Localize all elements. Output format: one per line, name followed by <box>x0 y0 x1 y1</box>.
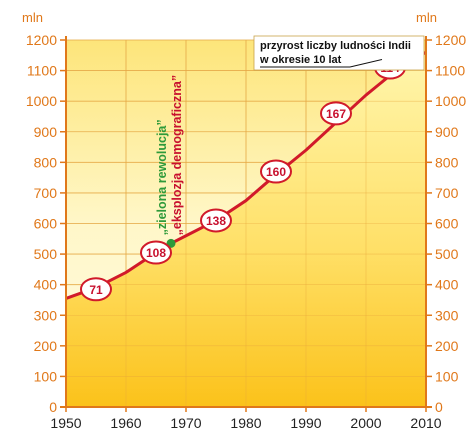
legend: przyrost liczby ludności Indii w okresie … <box>253 35 425 71</box>
y-unit-right: mln <box>416 10 437 25</box>
increment-label: 71 <box>89 283 103 297</box>
y-tick-label-right: 500 <box>435 246 459 262</box>
y-tick-label-left: 200 <box>34 338 58 354</box>
x-tick-label: 1980 <box>230 415 261 431</box>
y-tick-label-left: 400 <box>34 277 58 293</box>
x-tick-label: 1950 <box>50 415 81 431</box>
y-tick-label-left: 100 <box>34 368 58 384</box>
increment-bubble <box>80 277 112 302</box>
y-tick-label-left: 0 <box>49 399 57 415</box>
increment-bubble <box>140 240 172 265</box>
legend-pointer-line <box>349 59 383 68</box>
y-tick-label-left: 1000 <box>26 93 57 109</box>
y-tick-label-left: 1100 <box>27 63 57 79</box>
y-tick-label-right: 1000 <box>435 93 466 109</box>
increment-label: 167 <box>326 107 346 121</box>
increment-bubble <box>260 159 292 184</box>
y-tick-label-left: 800 <box>34 154 58 170</box>
y-unit-left: mln <box>22 10 43 25</box>
population-line <box>65 50 427 300</box>
y-tick-label-left: 300 <box>34 307 58 323</box>
y-tick-label-left: 700 <box>34 185 58 201</box>
y-tick-label-right: 400 <box>435 277 459 293</box>
y-tick-label-right: 800 <box>435 154 459 170</box>
increment-label: 160 <box>266 165 286 179</box>
increment-label: 138 <box>206 214 226 228</box>
legend-line-2: w okresie 10 lat <box>259 54 342 66</box>
x-tick-label: 2000 <box>350 415 381 431</box>
y-tick-label-right: 700 <box>435 185 459 201</box>
annotation-demographic-explosion: „eksplozja demograficzna” <box>170 75 184 235</box>
y-tick-label-right: 100 <box>435 368 459 384</box>
legend-box <box>253 35 425 71</box>
y-tick-label-right: 300 <box>435 307 459 323</box>
y-tick-label-left: 1200 <box>26 32 57 48</box>
x-tick-label: 2010 <box>410 415 441 431</box>
x-tick-label: 1970 <box>170 415 201 431</box>
x-tick-label: 1990 <box>290 415 321 431</box>
y-tick-label-right: 1100 <box>435 63 465 79</box>
axes: mln mln 0 0 100 100 200 200 300 300 400 400 500 500 60… <box>22 10 466 431</box>
x-tick-label: 1960 <box>110 415 141 431</box>
y-tick-label-right: 0 <box>435 399 443 415</box>
increment-bubble <box>320 101 352 126</box>
increment-bubble <box>200 208 232 233</box>
y-tick-label-right: 600 <box>435 216 459 232</box>
y-tick-label-left: 600 <box>34 216 58 232</box>
y-tick-label-right: 1200 <box>435 32 466 48</box>
y-tick-label-right: 900 <box>435 124 459 140</box>
y-tick-label-left: 500 <box>34 246 58 262</box>
annotations: „zielona rewolucja” „eksplozja demografic… <box>155 75 184 248</box>
y-tick-label-right: 200 <box>435 338 459 354</box>
annotation-green-revolution: „zielona rewolucja” <box>155 119 169 235</box>
legend-line-1: przyrost liczby ludności Indii <box>260 40 411 52</box>
y-tick-label-left: 900 <box>34 124 58 140</box>
increment-label: 108 <box>146 246 166 260</box>
